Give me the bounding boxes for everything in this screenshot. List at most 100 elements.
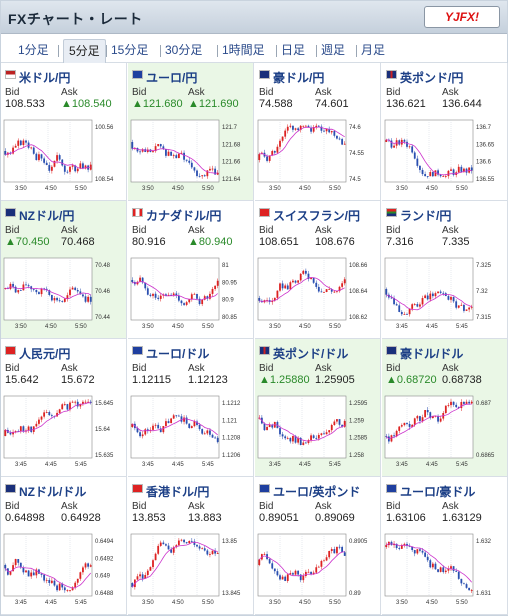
ask-value: 74.601 <box>315 98 349 110</box>
moving-average-line <box>5 402 91 433</box>
candle-body <box>426 410 429 413</box>
candle-body <box>25 284 27 286</box>
candle-body <box>302 125 305 127</box>
pair-name[interactable]: 米ドル/円 <box>19 71 71 85</box>
candlestick-chart: 13.85 13.845 3:50 4:50 5:50 <box>130 533 241 606</box>
candle-body <box>307 440 310 444</box>
za-flag-icon <box>386 208 397 217</box>
rate-card[interactable]: 米ドル/円 Bid 108.533 Ask ▲108.540 100.56 108.54 3:… <box>1 63 127 201</box>
pair-name[interactable]: ユーロ/英ポンド <box>273 485 361 499</box>
rate-card[interactable]: ユーロ/ドル Bid 1.12115 Ask 1.12123 1.1212 1.121 1.1… <box>128 339 254 477</box>
rate-card[interactable]: NZドル/ドル Bid 0.64898 Ask 0.64928 0.6494 0.6492 0… <box>1 477 127 615</box>
candle-body <box>315 437 318 439</box>
pair-name[interactable]: NZドル/円 <box>19 209 75 223</box>
ask-label: Ask <box>315 87 332 98</box>
candle-body <box>304 125 307 127</box>
rate-card[interactable]: 英ポンド/ドル Bid ▲1.25880 Ask 1.25905 1.2595 1.259 1… <box>255 339 381 477</box>
rate-card[interactable]: カナダドル/円 Bid 80.916 Ask ▲80.940 81 80.95 80.9 80.… <box>128 201 254 339</box>
candle-body <box>53 297 56 301</box>
rate-card[interactable]: 豪ドル/円 Bid 74.588 Ask 74.601 74.6 74.55 74.5 3:50… <box>255 63 381 201</box>
rate-card[interactable]: 豪ドル/ドル Bid ▲0.68720 Ask 0.68738 0.687 0.6865 3:… <box>382 339 508 477</box>
candlestick-chart: 121.7 121.68 121.66 121.64 3:50 4:50 5:50 <box>130 119 241 192</box>
tab-0[interactable]: 1分足 <box>18 43 49 57</box>
candle-body <box>190 294 193 300</box>
candle-body <box>175 293 178 296</box>
x-tick-label: 4:50 <box>172 324 184 330</box>
x-tick-label: 3:50 <box>15 186 27 192</box>
pair-name[interactable]: 英ポンド/円 <box>400 71 464 85</box>
rate-card[interactable]: 香港ドル/円 Bid 13.853 Ask 13.883 13.85 13.845 3:50 4… <box>128 477 254 615</box>
rate-card[interactable]: ユーロ/豪ドル Bid 1.63106 Ask 1.63129 1.632 1.631 3:5… <box>382 477 508 615</box>
bid-label: Bid <box>5 225 20 236</box>
rate-card[interactable]: スイスフラン/円 Bid 108.651 Ask 108.676 108.66 108.64… <box>255 201 381 339</box>
pair-name[interactable]: 香港ドル/円 <box>146 485 210 499</box>
rate-card[interactable]: ユーロ/円 Bid ▲121.680 Ask ▲121.690 121.7 121.68 12… <box>128 63 254 201</box>
candle-body <box>188 540 191 544</box>
x-tick-label: 3:45 <box>396 324 408 330</box>
bid-value: 80.916 <box>132 236 166 248</box>
rate-card[interactable]: ユーロ/英ポンド Bid 0.89051 Ask 0.89069 0.8905 0.89 3:… <box>255 477 381 615</box>
pair-name[interactable]: 豪ドル/円 <box>273 71 325 85</box>
tab-3[interactable]: 30分足 <box>165 43 203 57</box>
tab-7[interactable]: 月足 <box>361 43 386 57</box>
candle-body <box>442 176 445 177</box>
pair-name[interactable]: ユーロ/ドル <box>146 347 210 361</box>
x-tick-label: 4:45 <box>45 462 57 468</box>
candle-body <box>310 127 312 132</box>
ask-label: Ask <box>61 363 78 374</box>
rate-card[interactable]: NZドル/円 Bid ▲70.450 Ask 70.468 70.48 70.46 70.44… <box>1 201 127 339</box>
pair-name[interactable]: カナダドル/円 <box>146 209 222 223</box>
tab-2[interactable]: 15分足 <box>111 43 149 57</box>
candle-body <box>426 556 429 561</box>
hk-flag-icon <box>132 484 143 493</box>
pair-name[interactable]: 豪ドル/ドル <box>400 347 464 361</box>
x-tick-label: 3:45 <box>269 462 281 468</box>
pair-name[interactable]: NZドル/ドル <box>19 485 87 499</box>
moving-average-line <box>5 286 91 300</box>
y-tick-label: 13.845 <box>222 591 241 597</box>
candle-body <box>214 168 217 175</box>
tab-5[interactable]: 日足 <box>281 43 306 57</box>
candle-body <box>442 292 445 294</box>
candle-body <box>56 585 58 591</box>
candle-body <box>82 163 84 169</box>
candle-body <box>165 544 167 546</box>
candle-body <box>284 576 287 581</box>
pair-name[interactable]: ユーロ/豪ドル <box>400 485 476 499</box>
candle-body <box>185 542 188 544</box>
tab-4[interactable]: 1時間足 <box>222 43 265 57</box>
candle-body <box>196 544 198 547</box>
yjfx-logo[interactable]: YJFX! <box>424 6 500 28</box>
pair-name[interactable]: 英ポンド/ドル <box>273 347 349 361</box>
candle-body <box>56 412 58 417</box>
pair-name[interactable]: ユーロ/円 <box>146 71 198 85</box>
candle-body <box>400 545 403 549</box>
candle-body <box>35 153 38 161</box>
timeframe-tabs: 1分足 5分足 15分足 30分足 1時間足 日足 週足 月足 <box>1 35 507 63</box>
candle-body <box>74 582 77 588</box>
candle-body <box>302 442 305 446</box>
candle-body <box>292 125 294 130</box>
pair-name[interactable]: スイスフラン/円 <box>273 209 360 223</box>
candle-body <box>258 154 261 160</box>
rate-card[interactable]: ランド/円 Bid 7.316 Ask 7.335 7.325 7.32 7.315 3:45 4… <box>382 201 508 339</box>
candle-body <box>273 297 276 301</box>
candle-body <box>180 539 183 541</box>
tab-6[interactable]: 週足 <box>321 43 346 57</box>
pair-name[interactable]: 人民元/円 <box>19 347 71 361</box>
x-tick-label: 5:50 <box>202 324 214 330</box>
candle-body <box>209 430 211 435</box>
rate-card[interactable]: 人民元/円 Bid 15.642 Ask 15.672 15.645 15.64 15.635… <box>1 339 127 477</box>
candle-body <box>17 290 20 293</box>
candle-body <box>463 583 465 585</box>
candle-body <box>136 576 139 580</box>
candle-body <box>273 151 276 153</box>
tab-1[interactable]: 5分足 <box>63 39 106 63</box>
ask-value: 15.672 <box>61 374 95 386</box>
candle-body <box>61 301 64 302</box>
candle-body <box>400 311 403 315</box>
y-tick-label: 7.315 <box>476 315 492 321</box>
rate-card[interactable]: 英ポンド/円 Bid 136.621 Ask 136.644 136.7 136.65 136… <box>382 63 508 201</box>
pair-name[interactable]: ランド/円 <box>400 209 452 223</box>
bid-label: Bid <box>132 225 147 236</box>
